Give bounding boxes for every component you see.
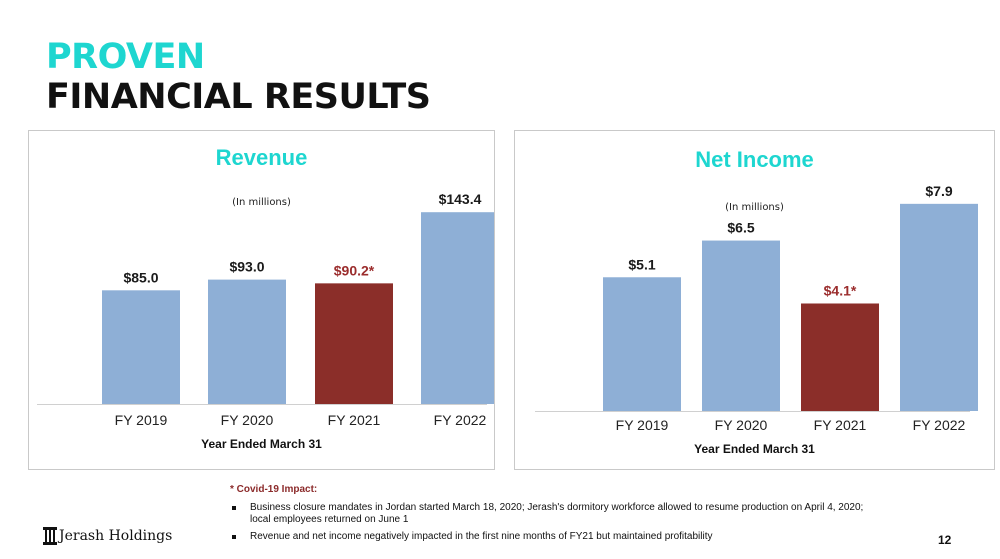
chart-subtitle: (In millions) bbox=[725, 202, 784, 213]
x-tick-label: FY 2022 bbox=[913, 417, 966, 433]
x-tick-label: FY 2020 bbox=[221, 412, 274, 428]
slide-title: FINANCIAL RESULTS bbox=[46, 77, 431, 117]
slide-title-accent: PROVEN bbox=[46, 37, 205, 77]
company-logo: Jerash Holdings bbox=[43, 527, 172, 545]
x-tick-label: FY 2019 bbox=[616, 417, 669, 433]
x-tick-label: FY 2022 bbox=[434, 412, 487, 428]
footnote-list: Business closure mandates in Jordan star… bbox=[230, 502, 880, 543]
footnote-item: Business closure mandates in Jordan star… bbox=[230, 502, 880, 526]
x-tick-label: FY 2019 bbox=[115, 412, 168, 428]
footnote-item: Revenue and net income negatively impact… bbox=[230, 531, 880, 543]
bar-fy-2020 bbox=[702, 240, 780, 411]
footnote-title: * Covid-19 Impact: bbox=[230, 484, 318, 495]
bar-fy-2020 bbox=[208, 279, 286, 404]
revenue-chart-panel: Revenue (In millions) $85.0 FY 2019 $93.0 FY … bbox=[28, 130, 495, 470]
bar-fy-2021 bbox=[801, 303, 879, 411]
chart-subtitle: (In millions) bbox=[232, 197, 291, 208]
logo-text: Jerash Holdings bbox=[59, 528, 173, 544]
bar-fy-2021 bbox=[315, 283, 393, 404]
data-label: $4.1* bbox=[824, 282, 857, 298]
x-axis-label: Year Ended March 31 bbox=[694, 442, 815, 456]
data-label: $143.4 bbox=[439, 191, 482, 207]
covid-footnote: * Covid-19 Impact: Business closure mand… bbox=[230, 484, 880, 548]
data-label: $6.5 bbox=[727, 220, 754, 236]
data-label: $85.0 bbox=[123, 269, 158, 285]
bar-fy-2022 bbox=[900, 203, 978, 411]
data-label: $7.9 bbox=[925, 183, 952, 199]
x-tick-label: FY 2020 bbox=[715, 417, 768, 433]
net-income-chart: Net Income (In millions) $5.1 FY 2019 $6.5 FY… bbox=[535, 147, 978, 456]
net-income-chart-panel: Net Income (In millions) $5.1 FY 2019 $6.5 FY… bbox=[514, 130, 995, 470]
bar-fy-2019 bbox=[102, 290, 180, 404]
bar-fy-2022 bbox=[421, 212, 494, 404]
x-axis-label: Year Ended March 31 bbox=[201, 437, 322, 451]
x-tick-label: FY 2021 bbox=[814, 417, 867, 433]
revenue-chart: Revenue (In millions) $85.0 FY 2019 $93.0 FY … bbox=[37, 145, 494, 451]
bar-fy-2019 bbox=[603, 277, 681, 411]
jerash-logo-icon bbox=[43, 527, 57, 545]
data-label: $5.1 bbox=[628, 256, 655, 272]
data-label: $90.2* bbox=[334, 262, 375, 278]
data-label: $93.0 bbox=[229, 259, 264, 275]
x-tick-label: FY 2021 bbox=[328, 412, 381, 428]
chart-title: Net Income bbox=[695, 147, 814, 172]
page-number: 12 bbox=[938, 533, 952, 547]
chart-title: Revenue bbox=[216, 145, 308, 170]
